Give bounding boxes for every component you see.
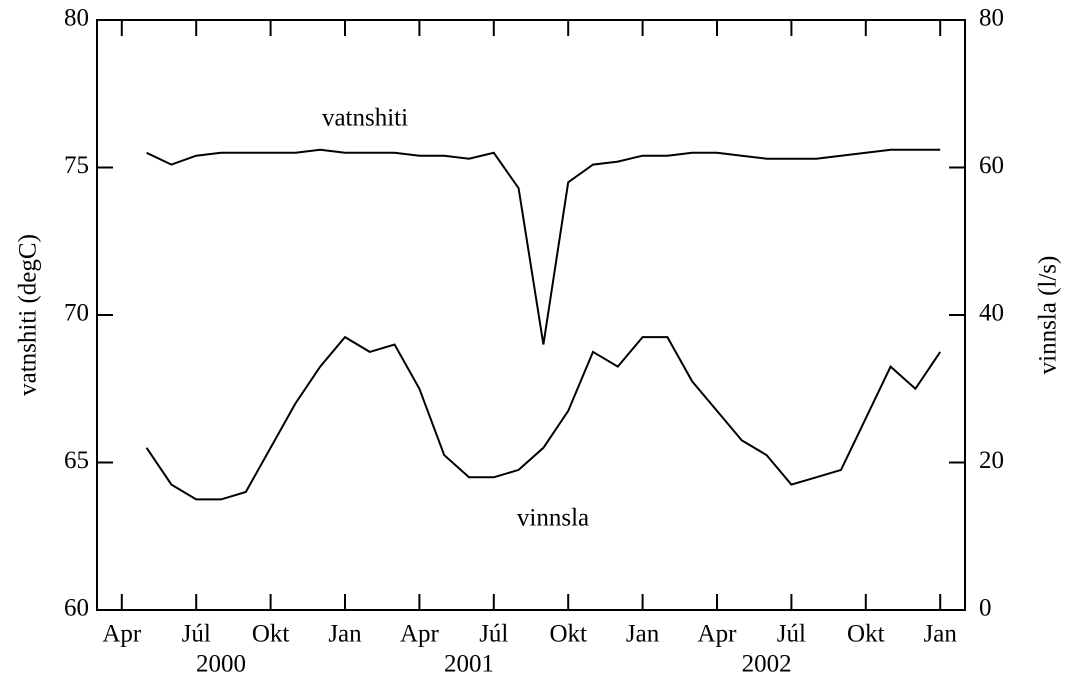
x-tick-label: Apr [400, 621, 440, 648]
x-tick-label: Jan [924, 621, 958, 648]
x-tick-label: Júl [182, 621, 211, 648]
year-label: 2000 [196, 651, 246, 678]
x-tick-label: Okt [549, 621, 587, 648]
x-tick-label: Júl [479, 621, 508, 648]
y-tick-label: 75 [64, 152, 89, 179]
series-line [146, 148, 941, 345]
y2-axis-label: vinnsla (l/s) [1035, 256, 1062, 375]
series-label: vatnshiti [322, 105, 408, 132]
x-tick-label: Okt [252, 621, 290, 648]
series-line [145, 335, 942, 501]
series-label: vinnsla [517, 505, 589, 532]
year-label: 2002 [742, 651, 792, 678]
x-tick-label: Apr [698, 621, 738, 648]
y2-tick-label: 80 [979, 5, 1004, 32]
x-tick-label: Jan [626, 621, 660, 648]
y-axis-label: vatnshiti (degC) [15, 234, 42, 396]
x-tick-label: Apr [102, 621, 142, 648]
y2-tick-label: 0 [979, 595, 992, 622]
y2-tick-label: 20 [979, 447, 1004, 474]
y2-tick-label: 60 [979, 152, 1004, 179]
year-label: 2001 [444, 651, 494, 678]
y-tick-label: 60 [64, 595, 89, 622]
x-tick-label: Jan [328, 621, 362, 648]
y-tick-label: 70 [64, 300, 89, 327]
x-tick-label: Júl [777, 621, 806, 648]
y-tick-label: 65 [64, 447, 89, 474]
y-tick-label: 80 [64, 5, 89, 32]
x-tick-label: Okt [847, 621, 885, 648]
y2-tick-label: 40 [979, 300, 1004, 327]
